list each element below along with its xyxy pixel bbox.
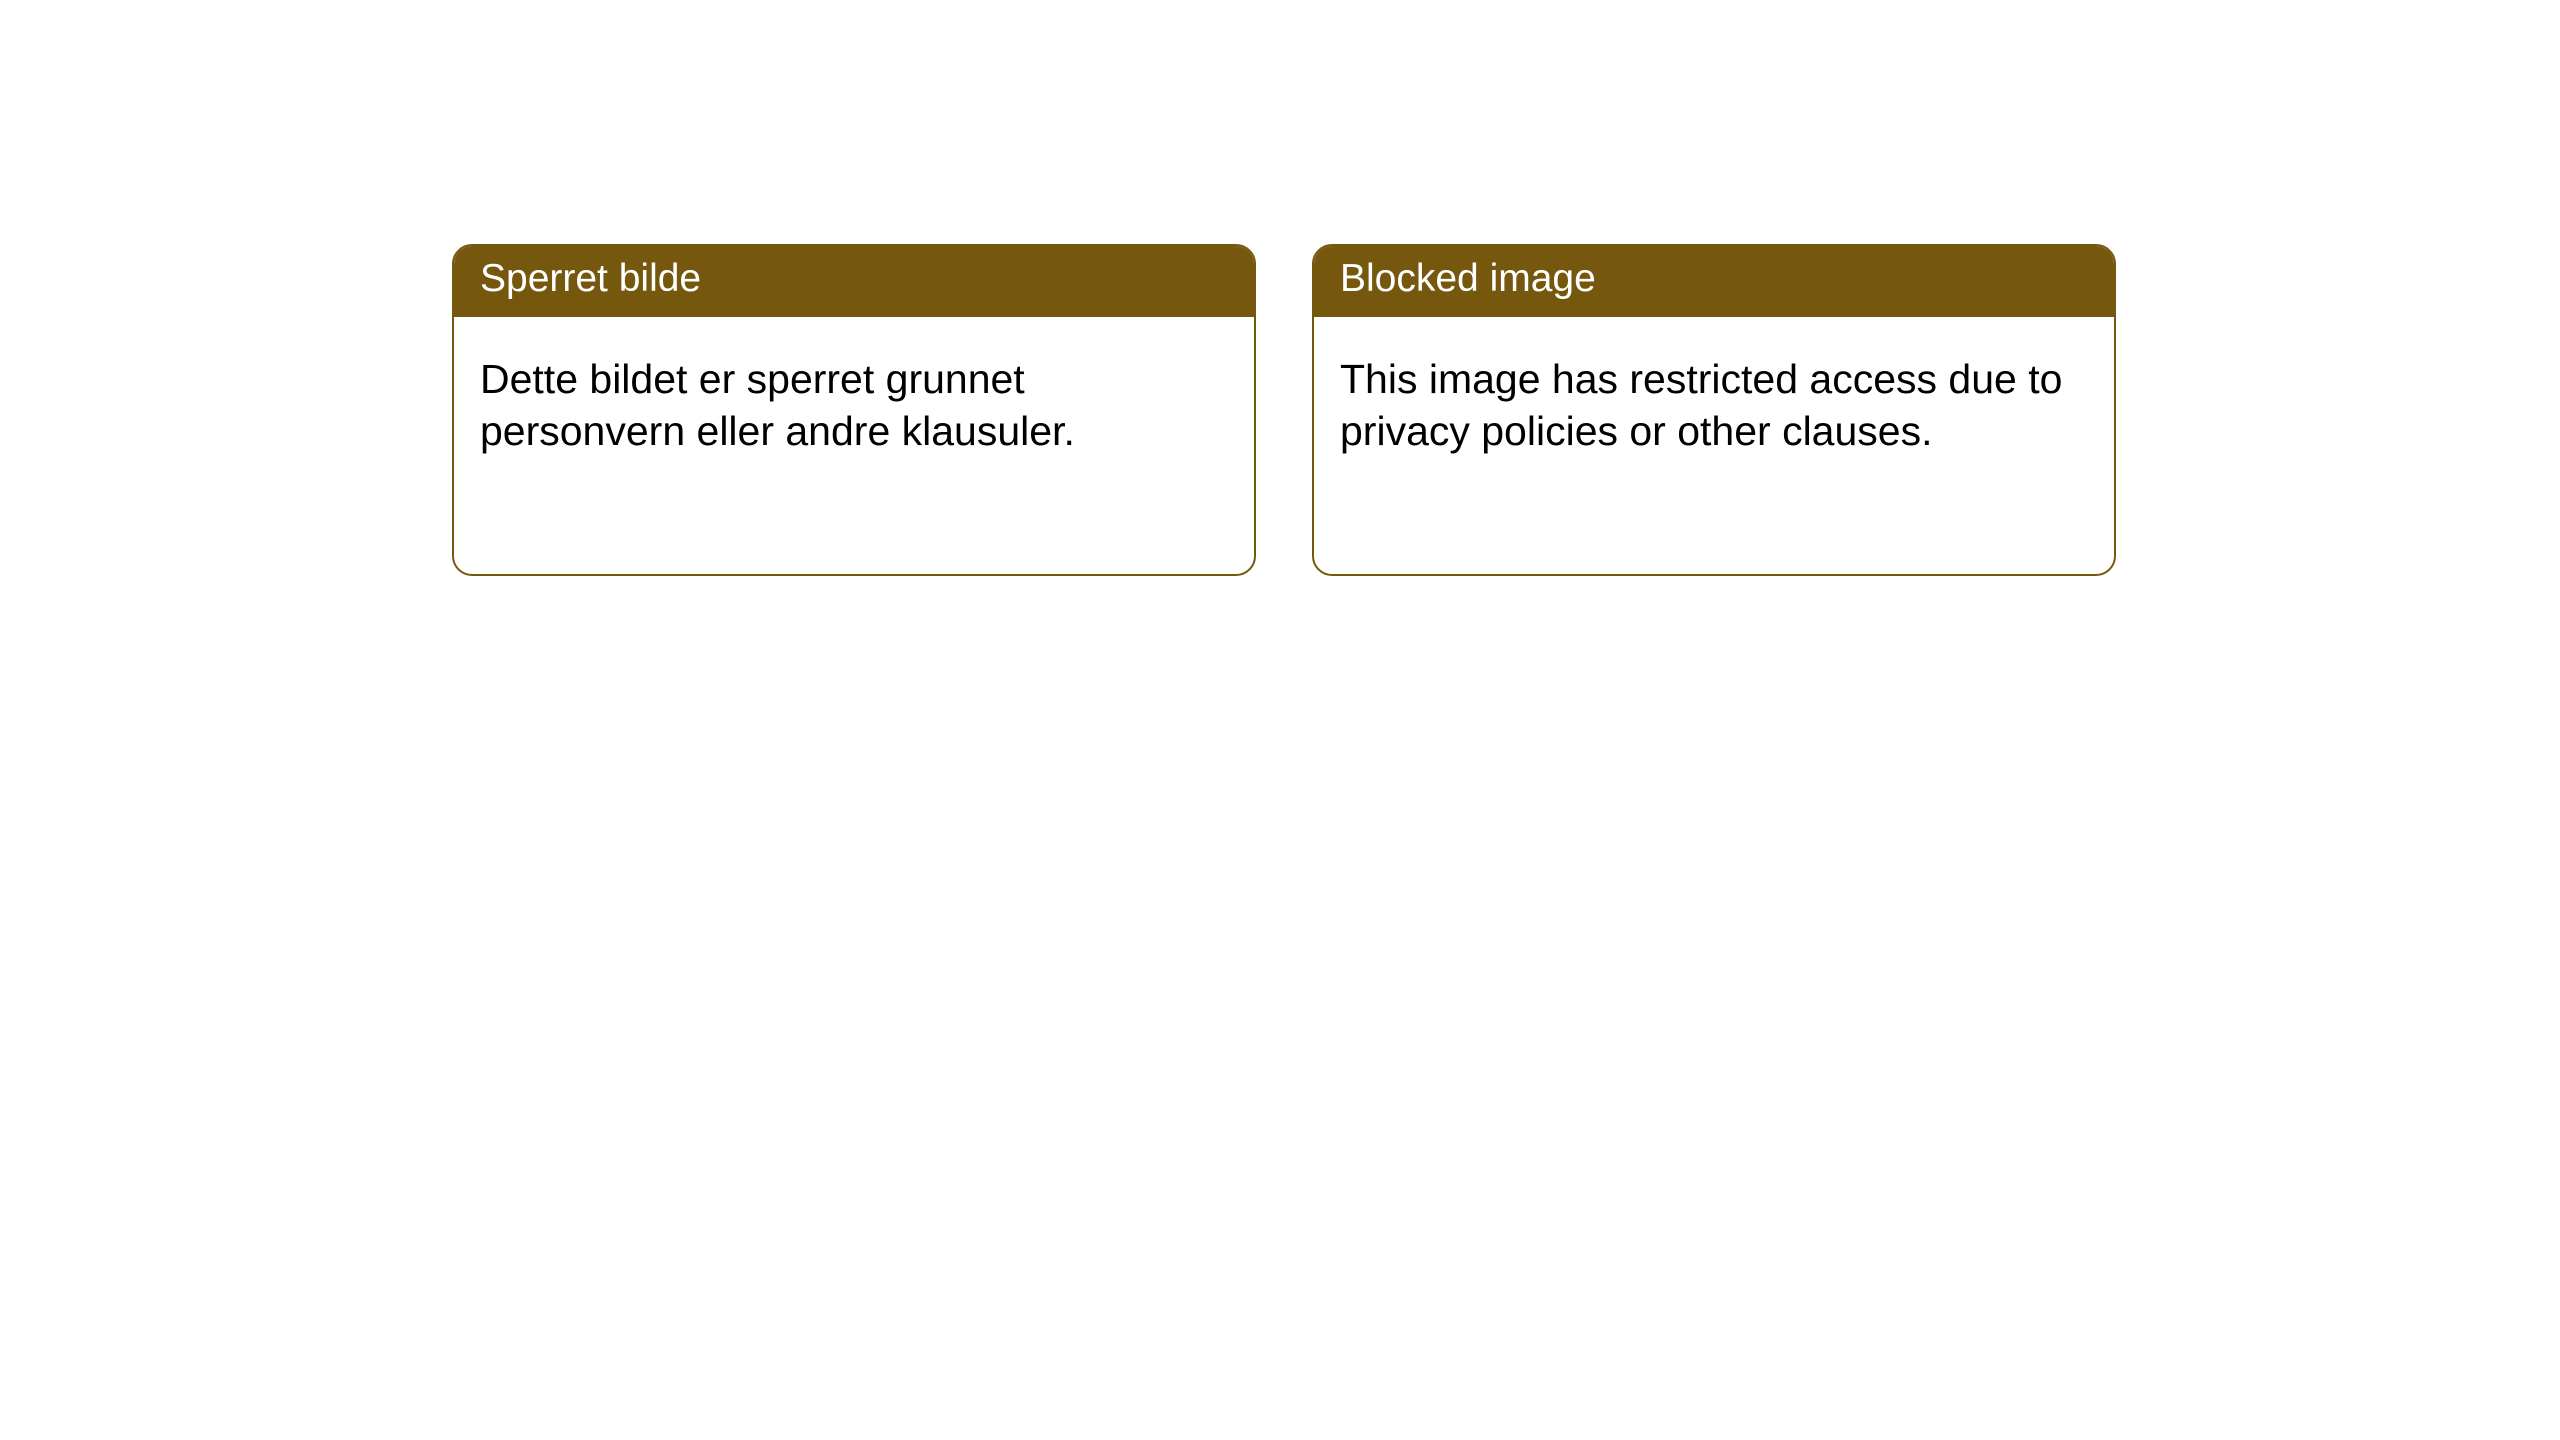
- notice-card-norwegian: Sperret bilde Dette bildet er sperret gr…: [452, 244, 1256, 576]
- notice-card-english: Blocked image This image has restricted …: [1312, 244, 2116, 576]
- notice-body: This image has restricted access due to …: [1314, 317, 2114, 494]
- notice-container: Sperret bilde Dette bildet er sperret gr…: [0, 0, 2560, 576]
- notice-body: Dette bildet er sperret grunnet personve…: [454, 317, 1254, 494]
- notice-title: Blocked image: [1314, 246, 2114, 317]
- notice-title: Sperret bilde: [454, 246, 1254, 317]
